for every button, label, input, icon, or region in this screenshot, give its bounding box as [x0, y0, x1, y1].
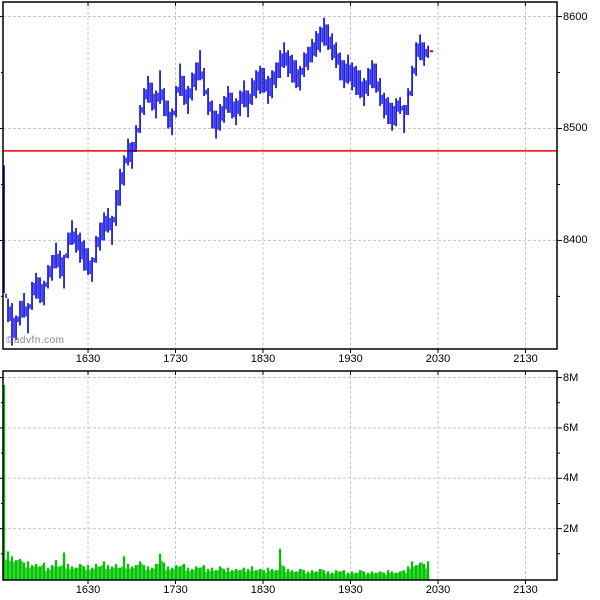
time-axis-label: 1630 [75, 353, 101, 365]
volume-axis-label: 4M [563, 472, 579, 485]
time-axis-label: 1830 [250, 353, 276, 365]
time-axis-label: 2130 [513, 584, 538, 596]
time-axis-label: 2030 [425, 353, 451, 365]
time-axis-label: 1730 [163, 353, 188, 365]
time-axis-label: 1730 [163, 584, 188, 596]
time-axis-label: 1930 [338, 584, 363, 596]
price-axis-label: 8400 [563, 234, 588, 247]
time-axis-label: 2030 [425, 584, 451, 596]
time-axis-label: 1930 [338, 353, 363, 365]
volume-axis-label: 2M [563, 522, 579, 535]
price-axis-label: 8500 [563, 122, 588, 135]
volume-axis-label: 6M [563, 421, 579, 434]
volume-axis-label: 8M [563, 371, 579, 384]
time-axis-label: 2130 [513, 353, 538, 365]
time-axis-label: 1830 [250, 584, 276, 596]
advfn-watermark: ©advfn.com [6, 335, 65, 346]
price-axis-label: 8600 [563, 10, 588, 23]
time-axis-label: 1630 [75, 584, 101, 596]
